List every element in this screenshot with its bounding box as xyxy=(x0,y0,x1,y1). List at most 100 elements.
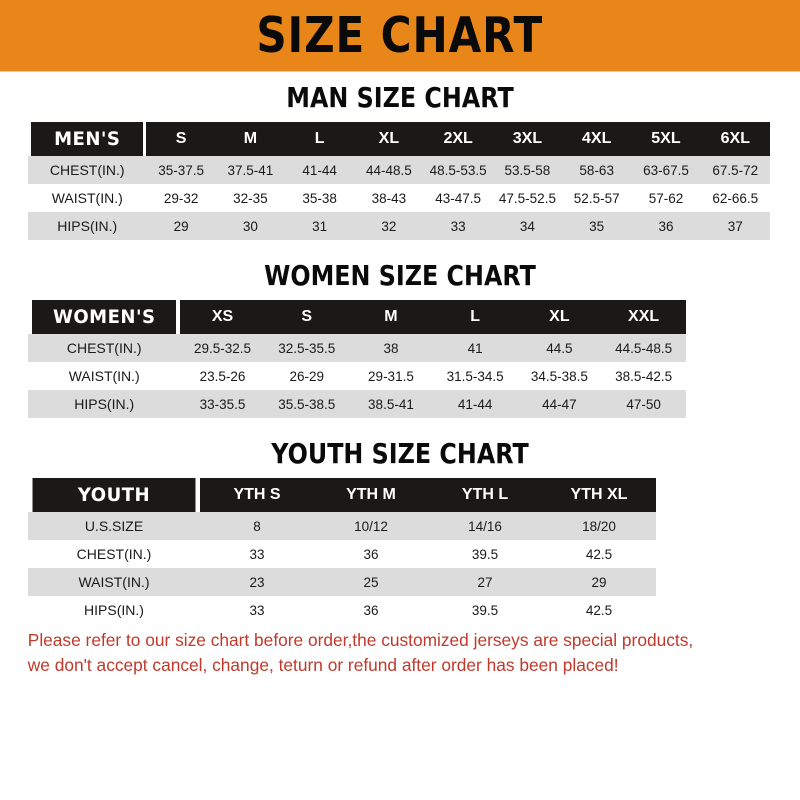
table-cell: 38.5-41 xyxy=(348,390,434,418)
order-policy-note: Please refer to our size chart before or… xyxy=(4,624,796,679)
table-cell: 44.5-48.5 xyxy=(601,334,686,362)
women-size-table: WOMEN'S XS S M L XL XXL CHEST(IN.) 29.5-32.5 32.5… xyxy=(28,300,770,418)
table-cell: 29 xyxy=(542,568,656,596)
men-size-header: 2XL xyxy=(423,122,493,156)
order-policy-line-2: we don't accept cancel, change, teturn o… xyxy=(27,655,619,676)
table-cell: 34.5-38.5 xyxy=(517,362,602,390)
table-cell: 33 xyxy=(200,540,314,568)
table-cell: 32.5-35.5 xyxy=(264,334,349,362)
men-row-label: HIPS(IN.) xyxy=(28,212,147,240)
table-cell-empty xyxy=(685,362,770,390)
women-size-header: XL xyxy=(517,300,602,334)
table-cell: 47.5-52.5 xyxy=(492,184,563,212)
table-cell: 23 xyxy=(200,568,314,596)
table-cell: 33-35.5 xyxy=(180,390,265,418)
table-cell: 38 xyxy=(348,334,434,362)
table-cell: 36 xyxy=(314,596,428,624)
table-cell: 29.5-32.5 xyxy=(180,334,265,362)
youth-table-wrap: YOUTH YTH S YTH M YTH L YTH XL U.S.SIZE 8 10/12… xyxy=(28,478,770,624)
page-title: SIZE CHART xyxy=(256,7,544,64)
youth-size-header: YTH M xyxy=(314,478,428,512)
table-cell-empty xyxy=(656,512,770,540)
table-cell: 37 xyxy=(700,212,770,240)
table-cell: 67.5-72 xyxy=(700,156,770,184)
women-table-wrap: WOMEN'S XS S M L XL XXL CHEST(IN.) 29.5-32.5 32.5… xyxy=(28,300,770,418)
table-row: HIPS(IN.) 33 36 39.5 42.5 xyxy=(28,596,770,624)
youth-header-spacer xyxy=(656,478,770,512)
youth-row-label: CHEST(IN.) xyxy=(28,540,200,568)
men-size-header: M xyxy=(215,122,285,156)
table-cell: 44-48.5 xyxy=(354,156,424,184)
women-row-label: HIPS(IN.) xyxy=(28,390,181,418)
table-cell: 10/12 xyxy=(314,512,428,540)
table-cell: 31.5-34.5 xyxy=(433,362,518,390)
youth-row-label: HIPS(IN.) xyxy=(28,596,200,624)
table-cell: 25 xyxy=(314,568,428,596)
men-table-wrap: MEN'S S M L XL 2XL 3XL 4XL 5XL 6XL CHEST(IN.) 35-37… xyxy=(28,122,770,240)
table-cell: 29-31.5 xyxy=(348,362,434,390)
table-row: HIPS(IN.) 29 30 31 32 33 34 35 36 37 xyxy=(28,212,770,240)
table-row: WAIST(IN.) 23 25 27 29 xyxy=(28,568,770,596)
table-cell: 63-67.5 xyxy=(631,156,701,184)
table-row: U.S.SIZE 8 10/12 14/16 18/20 xyxy=(28,512,770,540)
table-cell: 29-32 xyxy=(146,184,216,212)
table-row: CHEST(IN.) 35-37.5 37.5-41 41-44 44-48.5 48.5… xyxy=(28,156,770,184)
table-cell: 30 xyxy=(215,212,285,240)
youth-row-label: WAIST(IN.) xyxy=(28,568,200,596)
women-row-label: CHEST(IN.) xyxy=(28,334,181,362)
table-cell: 52.5-57 xyxy=(562,184,632,212)
table-cell-empty xyxy=(656,540,770,568)
youth-header-row: YOUTH YTH S YTH M YTH L YTH XL xyxy=(28,478,770,512)
youth-size-table: YOUTH YTH S YTH M YTH L YTH XL U.S.SIZE 8 10/12… xyxy=(28,478,770,624)
table-cell: 41-44 xyxy=(285,156,355,184)
order-policy-line-1: Please refer to our size chart before or… xyxy=(27,630,694,650)
men-header-row: MEN'S S M L XL 2XL 3XL 4XL 5XL 6XL xyxy=(28,122,770,156)
table-cell: 29 xyxy=(146,212,216,240)
youth-row-label: U.S.SIZE xyxy=(28,512,200,540)
table-cell: 58-63 xyxy=(562,156,632,184)
men-row-label: WAIST(IN.) xyxy=(28,184,147,212)
table-cell-empty xyxy=(656,596,770,624)
table-cell: 31 xyxy=(285,212,355,240)
table-row: CHEST(IN.) 33 36 39.5 42.5 xyxy=(28,540,770,568)
table-cell: 44-47 xyxy=(517,390,602,418)
men-header-label: MEN'S xyxy=(30,122,144,156)
table-cell: 26-29 xyxy=(264,362,349,390)
women-size-header: M xyxy=(348,300,434,334)
men-size-header: L xyxy=(285,122,355,156)
youth-size-header: YTH XL xyxy=(542,478,656,512)
table-cell: 42.5 xyxy=(542,540,656,568)
table-row: WAIST(IN.) 23.5-26 26-29 29-31.5 31.5-34.5 34… xyxy=(28,362,770,390)
men-size-header: 3XL xyxy=(492,122,563,156)
table-cell: 62-66.5 xyxy=(700,184,770,212)
table-cell: 33 xyxy=(200,596,314,624)
women-size-header: S xyxy=(264,300,349,334)
men-section: MAN SIZE CHART MEN'S S M L XL 2XL 3XL 4XL 5XL 6XL… xyxy=(0,84,800,240)
men-size-header: 6XL xyxy=(700,122,770,156)
men-section-title: MAN SIZE CHART xyxy=(286,81,514,114)
table-row: WAIST(IN.) 29-32 32-35 35-38 38-43 43-47.5 47.… xyxy=(28,184,770,212)
table-cell: 47-50 xyxy=(601,390,686,418)
table-cell: 36 xyxy=(314,540,428,568)
youth-section-title: YOUTH SIZE CHART xyxy=(271,437,529,470)
women-section-title: WOMEN SIZE CHART xyxy=(264,259,536,292)
table-cell: 57-62 xyxy=(631,184,701,212)
table-cell: 38.5-42.5 xyxy=(601,362,686,390)
table-cell: 44.5 xyxy=(517,334,602,362)
women-header-spacer xyxy=(685,300,770,334)
table-cell: 18/20 xyxy=(542,512,656,540)
table-cell: 32 xyxy=(354,212,424,240)
table-cell: 35-37.5 xyxy=(146,156,216,184)
table-cell: 8 xyxy=(200,512,314,540)
men-size-header: XL xyxy=(354,122,424,156)
youth-size-header: YTH L xyxy=(428,478,542,512)
women-size-header: XXL xyxy=(601,300,686,334)
men-size-header: 4XL xyxy=(562,122,632,156)
youth-size-header: YTH S xyxy=(200,478,314,512)
page-banner: SIZE CHART xyxy=(0,0,800,72)
table-cell: 48.5-53.5 xyxy=(423,156,493,184)
table-cell: 41-44 xyxy=(433,390,518,418)
women-row-label: WAIST(IN.) xyxy=(28,362,181,390)
women-section: WOMEN SIZE CHART WOMEN'S XS S M L XL XXL CHEST(… xyxy=(0,262,800,418)
table-cell-empty xyxy=(685,334,770,362)
